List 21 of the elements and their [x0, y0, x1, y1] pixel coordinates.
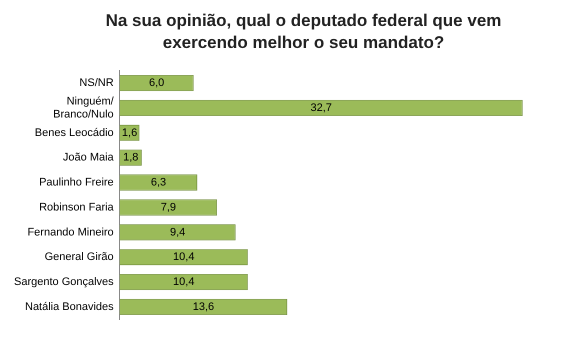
- data-label: 1,8: [123, 152, 138, 164]
- chart-title: Na sua opinião, qual o deputado federal que vem exercendo melhor o seu mandato?: [104, 10, 502, 54]
- data-label: 10,4: [173, 251, 194, 264]
- y-tick-label: Paulinho Freire: [39, 176, 114, 189]
- y-tick-label: Ninguém/ Branco/Nulo: [53, 95, 115, 121]
- data-label: 6,0: [148, 77, 164, 90]
- y-tick-label: Fernando Mineiro: [27, 226, 114, 238]
- y-tick-label: Benes Leocádio: [34, 126, 114, 139]
- data-label: 7,9: [160, 201, 176, 214]
- data-label: 10,4: [173, 276, 194, 288]
- y-tick-label: NS/NR: [79, 77, 114, 90]
- data-label: 32,7: [310, 102, 332, 114]
- y-tick-label: Natália Bonavides: [25, 300, 114, 313]
- data-label: 13,6: [192, 300, 214, 313]
- y-tick-label: Sargento Gonçalves: [14, 276, 114, 288]
- data-label: 1,6: [122, 126, 138, 139]
- data-label: 6,3: [150, 176, 166, 189]
- data-label: 9,4: [170, 226, 186, 238]
- y-tick-label: General Girão: [44, 251, 114, 264]
- y-tick-label: Robinson Faria: [39, 201, 115, 214]
- y-tick-label: João Maia: [62, 152, 115, 164]
